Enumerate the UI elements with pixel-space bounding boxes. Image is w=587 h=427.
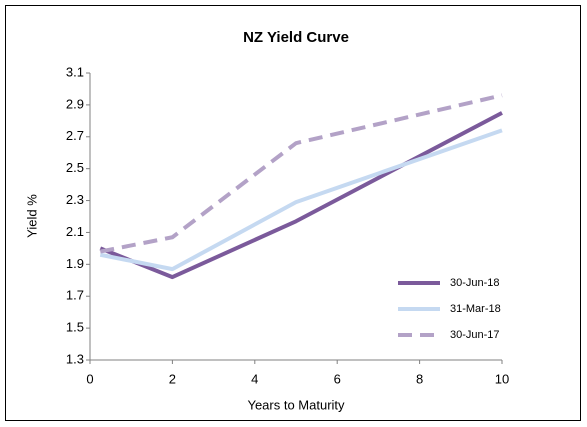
legend-label: 30-Jun-18 <box>450 277 500 289</box>
y-tick-label: 2.5 <box>66 160 84 175</box>
legend-label: 31-Mar-18 <box>450 303 501 315</box>
y-tick-label: 2.3 <box>66 192 84 207</box>
y-tick-label: 2.7 <box>66 128 84 143</box>
y-tick-label: 1.3 <box>66 351 84 366</box>
y-axis-title: Yield % <box>24 194 39 238</box>
y-tick-label: 1.7 <box>66 288 84 303</box>
x-tick-label: 6 <box>334 371 341 386</box>
y-tick-label: 2.9 <box>66 96 84 111</box>
x-tick-label: 0 <box>86 371 93 386</box>
y-tick-label: 1.5 <box>66 320 84 335</box>
legend-label: 30-Jun-17 <box>450 329 500 341</box>
series-line <box>99 93 503 254</box>
y-tick-label: 1.9 <box>66 256 84 271</box>
chart-border <box>5 5 581 421</box>
y-tick-label: 2.1 <box>66 224 84 239</box>
series-line <box>99 128 503 272</box>
x-tick-label: 10 <box>495 371 509 386</box>
x-tick-label: 4 <box>251 371 258 386</box>
y-tick-label: 3.1 <box>66 64 84 79</box>
chart-title: NZ Yield Curve <box>243 29 349 46</box>
x-tick-label: 8 <box>416 371 423 386</box>
x-axis-title: Years to Maturity <box>247 397 345 412</box>
x-tick-label: 2 <box>169 371 176 386</box>
